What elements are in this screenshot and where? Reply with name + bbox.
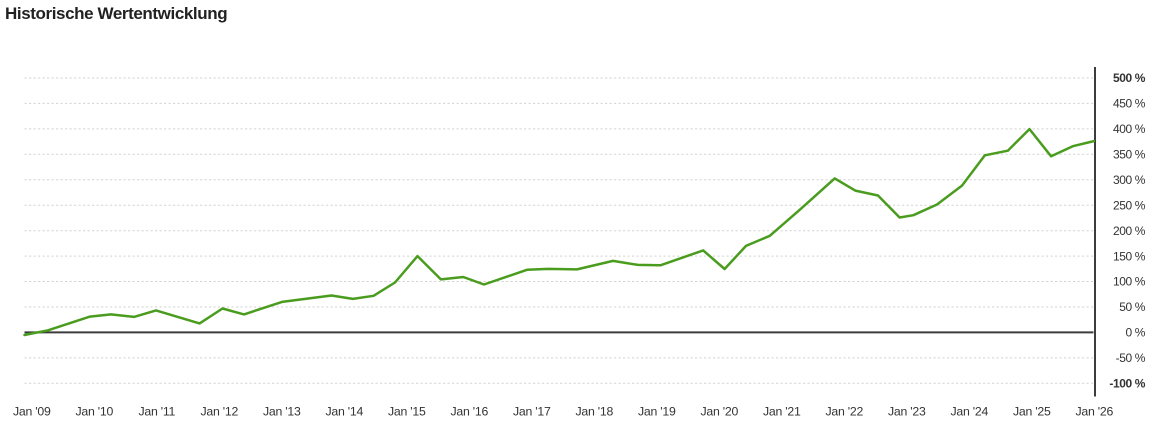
- svg-text:Jan '19: Jan '19: [638, 404, 676, 418]
- svg-text:Jan '18: Jan '18: [576, 404, 614, 418]
- svg-text:Jan '12: Jan '12: [201, 404, 239, 418]
- svg-text:400 %: 400 %: [1113, 122, 1146, 136]
- svg-text:-100 %: -100 %: [1109, 377, 1145, 391]
- svg-text:Jan '17: Jan '17: [513, 404, 551, 418]
- svg-text:Jan '24: Jan '24: [951, 404, 989, 418]
- svg-text:Jan '21: Jan '21: [763, 404, 801, 418]
- svg-text:Jan '11: Jan '11: [138, 404, 175, 418]
- svg-text:250 %: 250 %: [1113, 198, 1146, 212]
- svg-text:Jan '15: Jan '15: [388, 404, 426, 418]
- svg-text:Jan '13: Jan '13: [263, 404, 301, 418]
- svg-text:50 %: 50 %: [1119, 300, 1145, 314]
- svg-text:Jan '16: Jan '16: [451, 404, 489, 418]
- svg-text:Jan '10: Jan '10: [76, 404, 114, 418]
- svg-text:150 %: 150 %: [1113, 249, 1146, 263]
- svg-text:Jan '14: Jan '14: [326, 404, 364, 418]
- svg-text:100 %: 100 %: [1113, 275, 1146, 289]
- svg-text:Jan '20: Jan '20: [701, 404, 739, 418]
- svg-text:Jan '09: Jan '09: [13, 404, 51, 418]
- svg-text:Jan '23: Jan '23: [888, 404, 926, 418]
- svg-text:0 %: 0 %: [1126, 326, 1146, 340]
- svg-text:Jan '22: Jan '22: [826, 404, 864, 418]
- svg-text:Historische Wertentwicklung: Historische Wertentwicklung: [5, 4, 227, 23]
- svg-text:Jan '25: Jan '25: [1013, 404, 1051, 418]
- svg-text:200 %: 200 %: [1113, 224, 1146, 238]
- svg-text:300 %: 300 %: [1113, 173, 1146, 187]
- svg-text:450 %: 450 %: [1113, 97, 1146, 111]
- svg-text:Jan '26: Jan '26: [1076, 404, 1114, 418]
- svg-text:350 %: 350 %: [1113, 148, 1146, 162]
- svg-text:500 %: 500 %: [1113, 71, 1146, 85]
- svg-text:-50 %: -50 %: [1116, 351, 1146, 365]
